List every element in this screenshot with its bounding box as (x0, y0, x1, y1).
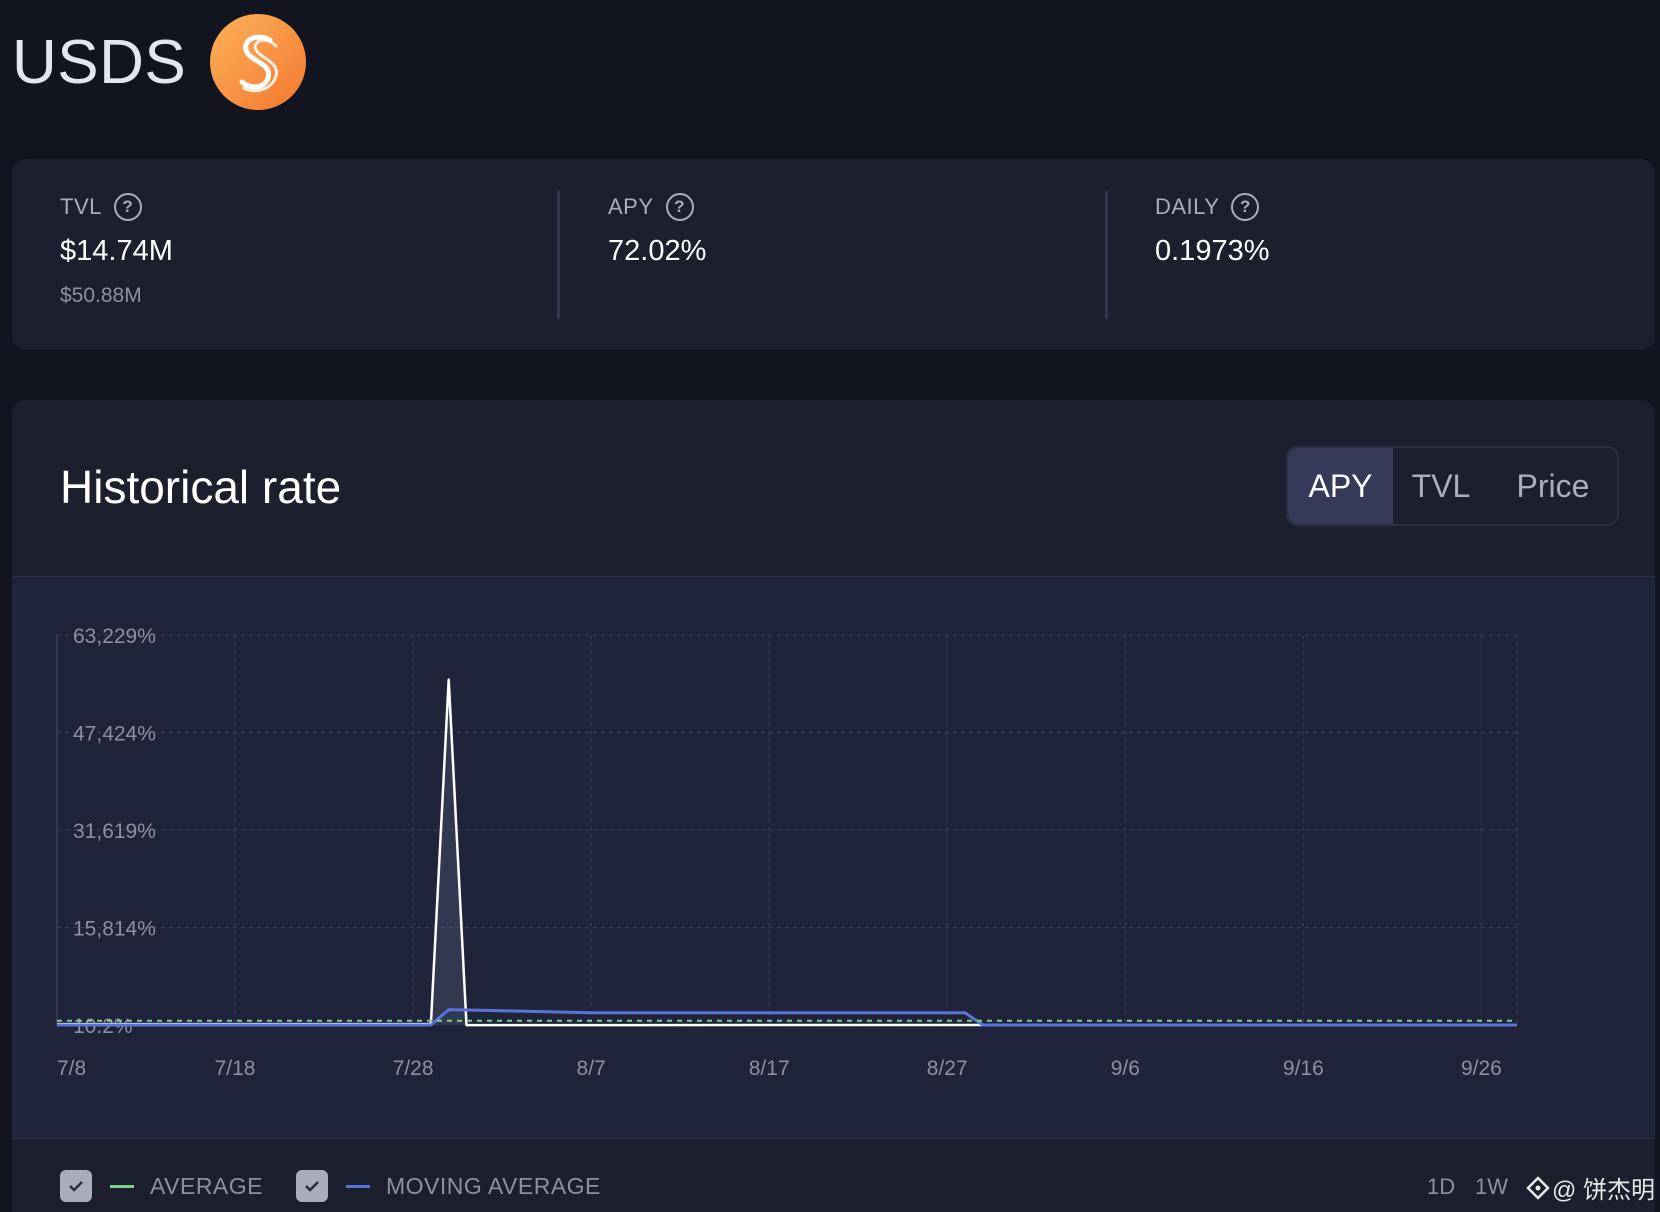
tab-apy[interactable]: APY (1288, 448, 1393, 524)
checkbox-checked-icon[interactable] (296, 1170, 328, 1202)
stat-tvl-sub: $50.88M (60, 284, 142, 307)
stat-apy-value: 72.02% (608, 235, 707, 267)
help-icon[interactable]: ? (113, 193, 142, 221)
chart-title: Historical rate (60, 461, 342, 513)
y-tick-label: 15,814% (73, 918, 156, 941)
apy-series-line (57, 678, 1517, 1027)
watermark-diamond-icon (1526, 1175, 1550, 1200)
token-header: USDS (12, 14, 307, 110)
token-name: USDS (12, 27, 187, 97)
legend-bar: AVERAGE MOVING AVERAGE 1D 1W (12, 1140, 1655, 1212)
legend-label-moving-average: MOVING AVERAGE (386, 1172, 601, 1199)
metric-tabs: APY TVL Price (1286, 446, 1619, 526)
x-tick-label: 8/17 (749, 1057, 790, 1080)
y-tick-label: 47,424% (73, 723, 156, 746)
stat-daily: DAILY ? 0.1973% (1155, 193, 1270, 268)
stat-daily-value: 0.1973% (1155, 235, 1270, 267)
legend-label-average: AVERAGE (150, 1172, 263, 1199)
stat-apy-label: APY (608, 194, 654, 219)
help-icon[interactable]: ? (665, 193, 694, 221)
tab-price[interactable]: Price (1516, 467, 1590, 504)
stat-tvl-label: TVL (60, 194, 102, 219)
watermark: @ 饼杰明 (1524, 1170, 1655, 1205)
x-tick-label: 7/8 (57, 1057, 86, 1080)
range-1w-button[interactable]: 1W (1475, 1174, 1508, 1199)
moving-average-series-line (57, 1008, 1517, 1027)
apy-area-fill (57, 679, 1517, 1026)
x-tick-label: 7/28 (393, 1057, 434, 1080)
stat-tvl-value: $14.74M (60, 235, 173, 267)
x-tick-label: 7/18 (215, 1057, 256, 1080)
stat-daily-label: DAILY (1155, 194, 1220, 219)
stat-apy: APY ? 72.02% (608, 193, 706, 268)
legend-item-moving-average[interactable]: MOVING AVERAGE (296, 1170, 601, 1202)
legend-line-moving-average (346, 1184, 370, 1188)
legend-item-average[interactable]: AVERAGE (60, 1170, 263, 1202)
watermark-text: @ 饼杰明 (1552, 1177, 1656, 1204)
stat-tvl: TVL ? $14.74M $50.88M (60, 193, 173, 308)
x-tick-label: 8/7 (577, 1057, 606, 1080)
apy-line-chart: 63,229%47,424%31,619%15,814%10.2%7/8 7/18… (56, 625, 1518, 1080)
x-tick-label: 8/27 (927, 1057, 968, 1080)
tab-tvl[interactable]: TVL (1411, 467, 1471, 504)
historical-rate-card: Historical rate APY TVL Price 63,229% 47,… (12, 400, 1655, 1212)
stat-divider (557, 191, 560, 319)
x-tick-label: 9/6 (1111, 1057, 1140, 1080)
stats-card: TVL ? $14.74M $50.88M APY ? 72.02% DAILY… (12, 159, 1655, 350)
legend-line-average (110, 1184, 134, 1188)
x-tick-label: 9/16 (1283, 1057, 1324, 1080)
usds-logo-icon (210, 14, 307, 110)
y-tick-label: 63,229% (73, 625, 156, 648)
help-icon[interactable]: ? (1231, 193, 1260, 221)
x-tick-label: 9/26 (1461, 1057, 1502, 1080)
chart-area[interactable]: 63,229% 47,424% 31,619% 15,814% 10.2% 7/8 7/18… (12, 576, 1655, 1139)
stat-divider (1105, 191, 1108, 319)
y-tick-label: 31,619% (73, 820, 156, 843)
range-1d-button[interactable]: 1D (1427, 1174, 1456, 1199)
checkbox-checked-icon[interactable] (60, 1170, 92, 1202)
